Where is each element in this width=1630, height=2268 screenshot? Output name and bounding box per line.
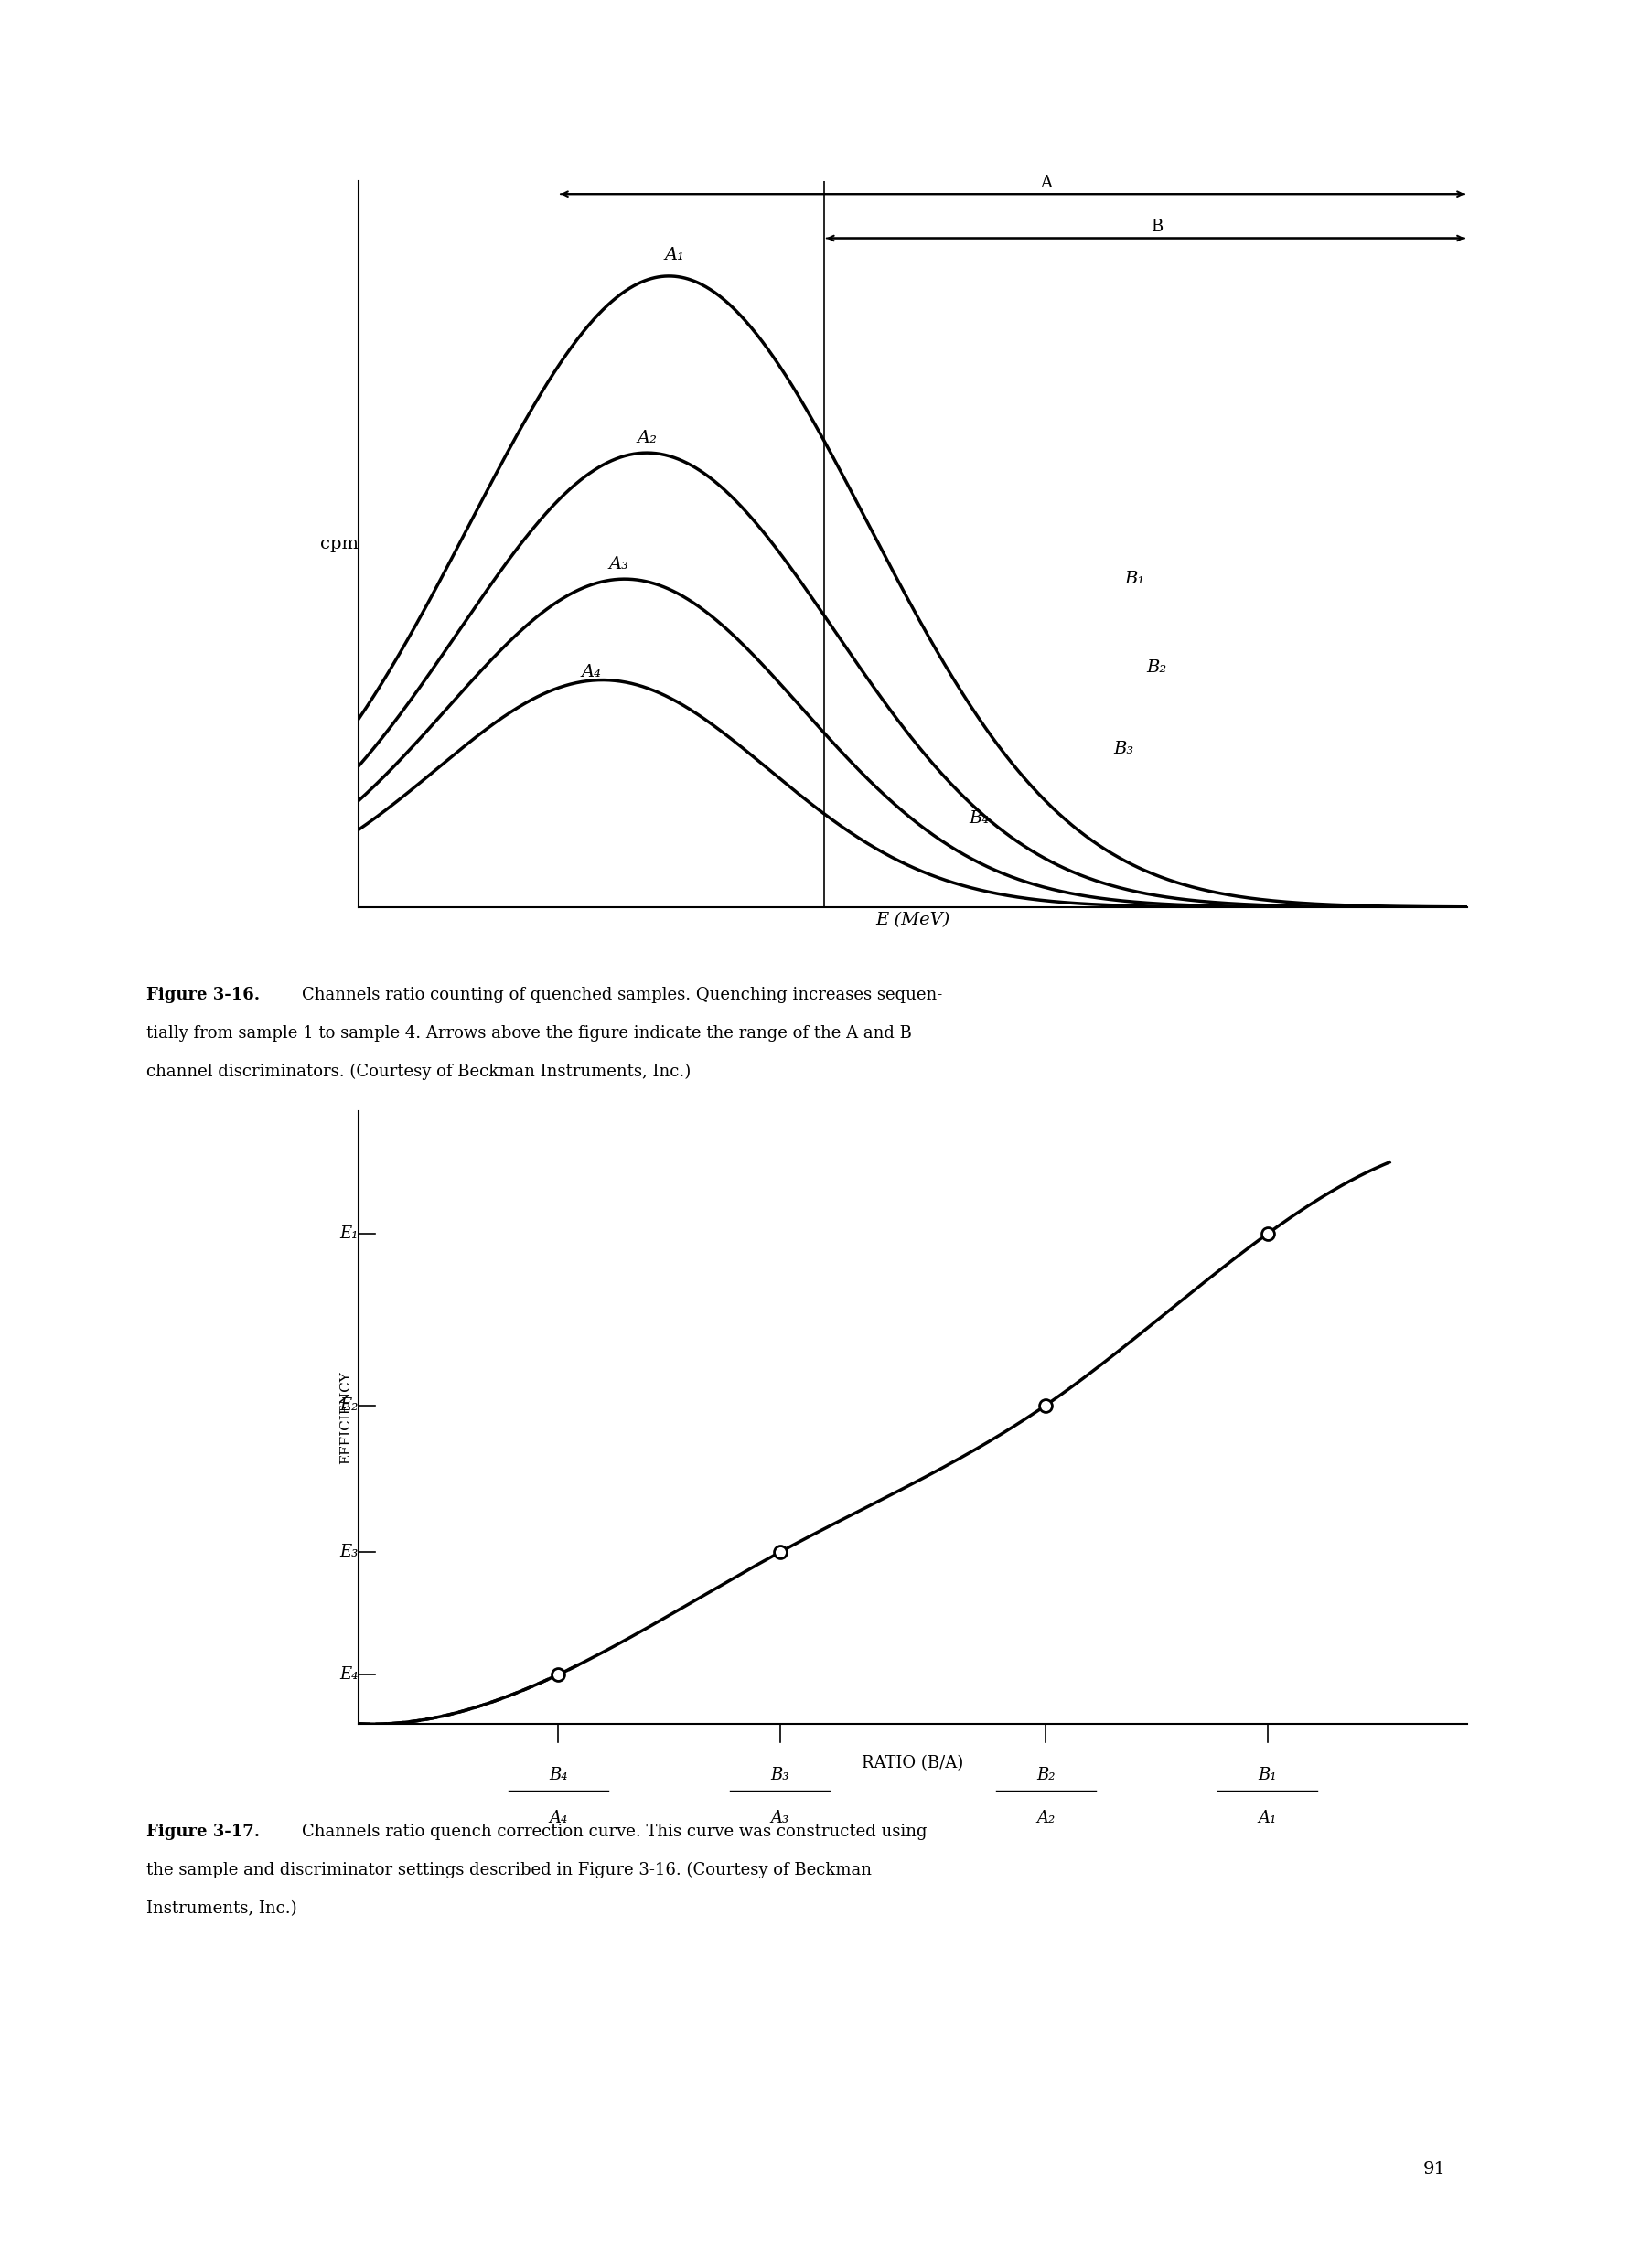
Text: A₁: A₁ bbox=[1258, 1810, 1276, 1826]
Text: A₄: A₄ bbox=[549, 1810, 567, 1826]
Text: A₂: A₂ bbox=[1037, 1810, 1055, 1826]
Text: A₃: A₃ bbox=[771, 1810, 789, 1826]
Text: A: A bbox=[1040, 175, 1051, 191]
X-axis label: RATIO (B/A): RATIO (B/A) bbox=[862, 1755, 963, 1771]
Text: E₄: E₄ bbox=[341, 1667, 359, 1683]
Text: Figure 3-16.: Figure 3-16. bbox=[147, 987, 261, 1002]
Text: B₁: B₁ bbox=[1258, 1767, 1276, 1783]
Text: B₄: B₄ bbox=[549, 1767, 567, 1783]
Text: Channels ratio quench correction curve. This curve was constructed using: Channels ratio quench correction curve. … bbox=[302, 1823, 927, 1839]
Y-axis label: EFFICIENCY: EFFICIENCY bbox=[339, 1370, 352, 1465]
Text: B₃: B₃ bbox=[771, 1767, 789, 1783]
Text: Instruments, Inc.): Instruments, Inc.) bbox=[147, 1901, 297, 1916]
Y-axis label: cpm: cpm bbox=[321, 535, 359, 553]
Text: Figure 3-17.: Figure 3-17. bbox=[147, 1823, 261, 1839]
Text: A₂: A₂ bbox=[637, 431, 657, 447]
Text: B₃: B₃ bbox=[1113, 742, 1133, 758]
Text: B₂: B₂ bbox=[1146, 660, 1167, 676]
Text: A₁: A₁ bbox=[665, 247, 685, 263]
Text: B₂: B₂ bbox=[1037, 1767, 1055, 1783]
X-axis label: E (MeV): E (MeV) bbox=[875, 912, 950, 928]
Text: B₄: B₄ bbox=[970, 810, 989, 828]
Text: B: B bbox=[1151, 218, 1162, 236]
Text: Channels ratio counting of quenched samples. Quenching increases sequen-: Channels ratio counting of quenched samp… bbox=[302, 987, 942, 1002]
Text: the sample and discriminator settings described in Figure 3-16. (Courtesy of Bec: the sample and discriminator settings de… bbox=[147, 1862, 872, 1878]
Text: E₁: E₁ bbox=[341, 1225, 359, 1243]
Text: E₃: E₃ bbox=[341, 1545, 359, 1560]
Text: B₁: B₁ bbox=[1125, 572, 1144, 587]
Text: 91: 91 bbox=[1423, 2161, 1446, 2177]
Text: A₃: A₃ bbox=[610, 556, 629, 574]
Text: tially from sample 1 to sample 4. Arrows above the figure indicate the range of : tially from sample 1 to sample 4. Arrows… bbox=[147, 1025, 913, 1041]
Text: A₄: A₄ bbox=[582, 665, 601, 680]
Text: channel discriminators. (Courtesy of Beckman Instruments, Inc.): channel discriminators. (Courtesy of Bec… bbox=[147, 1064, 691, 1080]
Text: E₂: E₂ bbox=[341, 1397, 359, 1413]
